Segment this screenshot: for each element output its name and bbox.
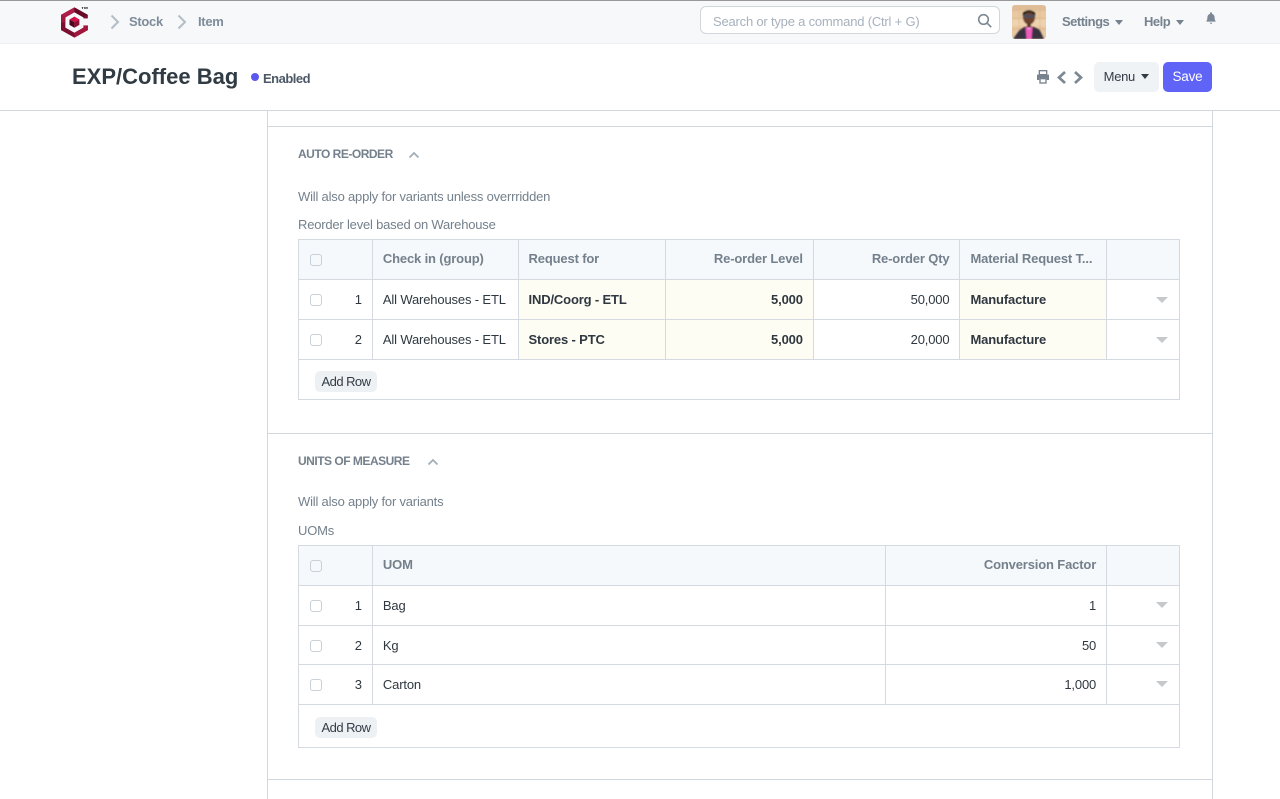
svg-text:™: ™ [81, 7, 89, 14]
